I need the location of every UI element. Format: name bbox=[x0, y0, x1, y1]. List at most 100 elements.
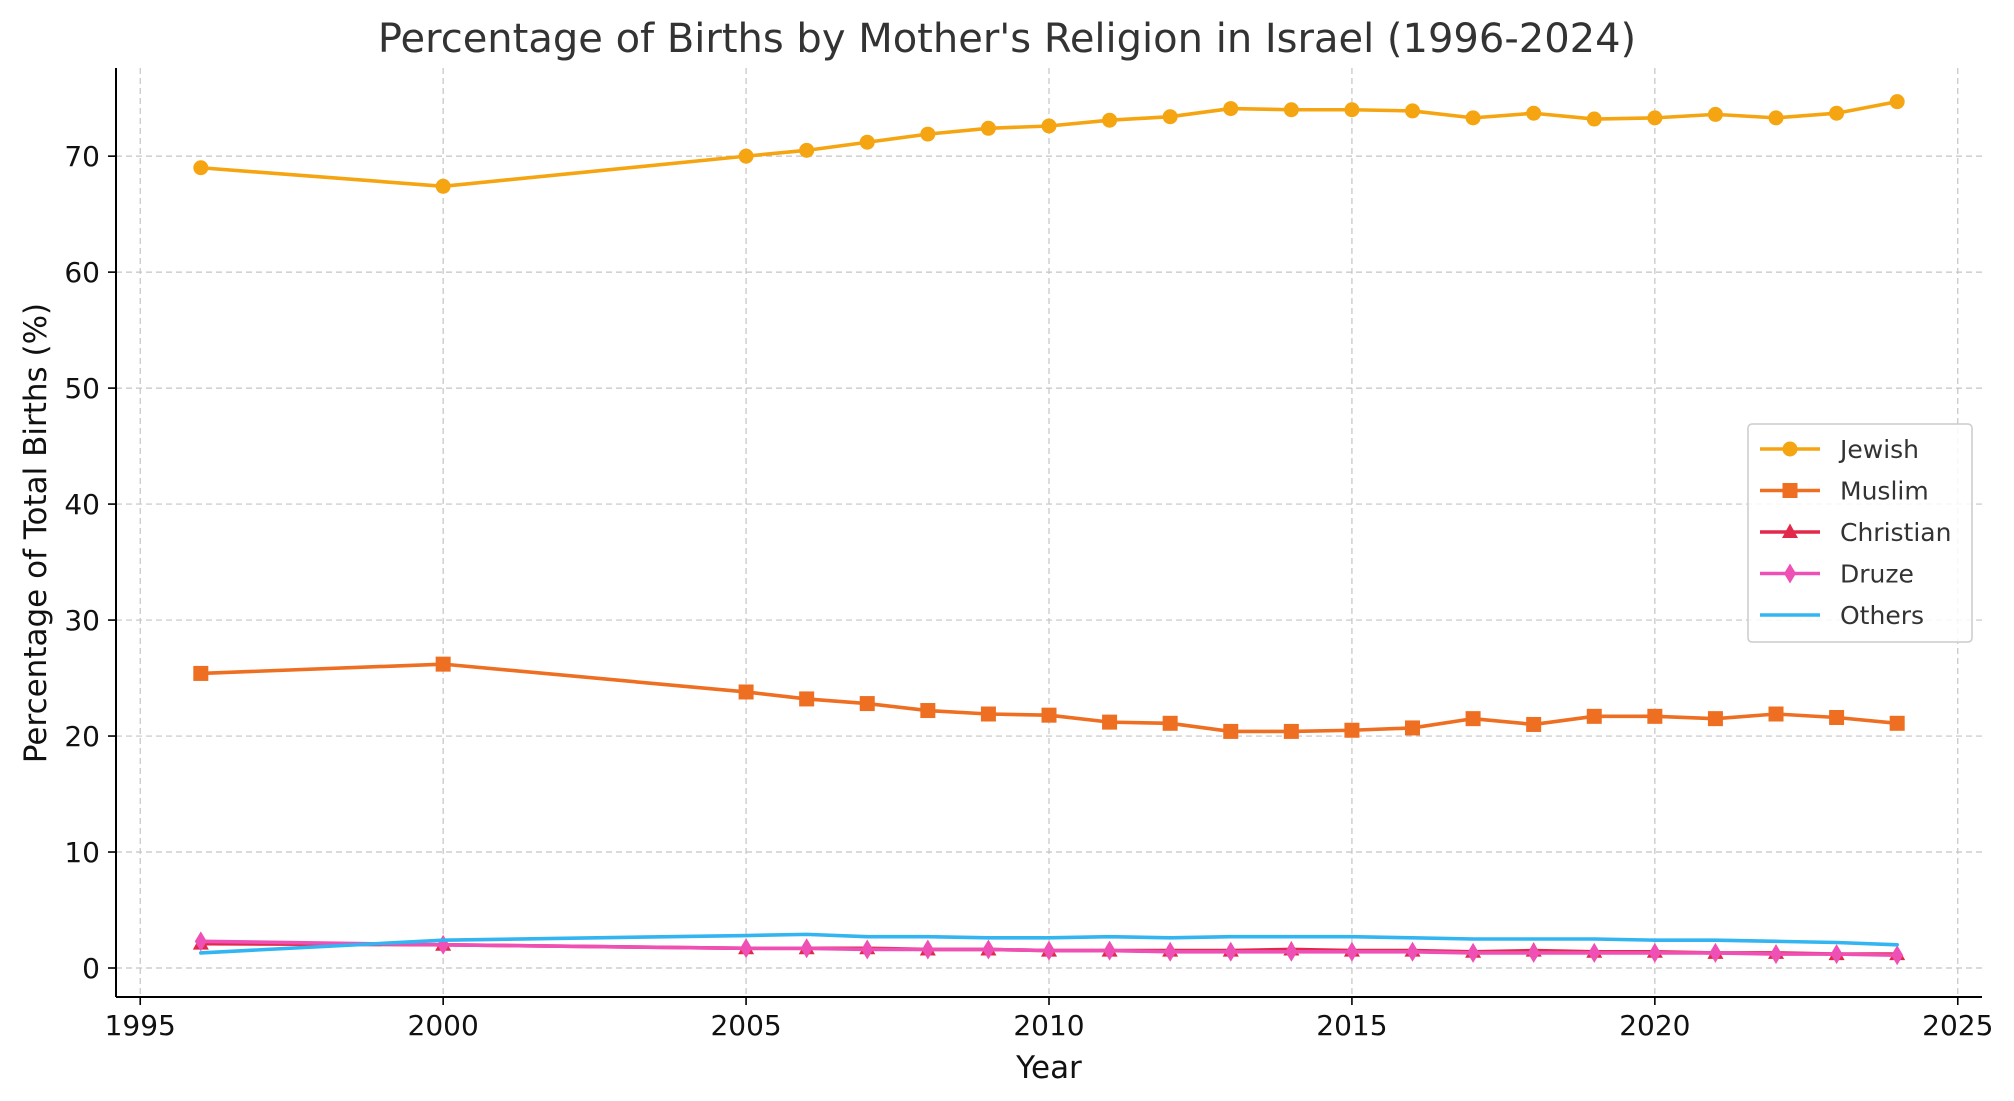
muslim-point-2021 bbox=[1707, 711, 1723, 727]
muslim-point-2023 bbox=[1829, 709, 1845, 725]
jewish-point-2020 bbox=[1647, 110, 1663, 126]
muslim-point-2013 bbox=[1223, 723, 1239, 739]
legend-item-christian: Christian bbox=[1760, 518, 1951, 547]
jewish-point-2016 bbox=[1405, 103, 1421, 119]
x-tick-label-2020: 2020 bbox=[1619, 1009, 1690, 1042]
muslim-point-2007 bbox=[859, 696, 875, 712]
jewish-point-2014 bbox=[1283, 102, 1299, 118]
muslim-point-2000 bbox=[435, 656, 451, 672]
jewish-line bbox=[199, 99, 1899, 189]
legend-marker-jewish bbox=[1782, 441, 1798, 457]
jewish-point-2024 bbox=[1889, 94, 1905, 110]
series-jewish bbox=[193, 94, 1905, 194]
series-muslim bbox=[193, 656, 1905, 739]
muslim-point-2005 bbox=[738, 684, 754, 700]
druze-point-2008 bbox=[921, 939, 934, 960]
y-tick-label-10: 10 bbox=[64, 836, 100, 869]
muslim-point-2009 bbox=[980, 706, 996, 722]
druze-point-2007 bbox=[861, 939, 874, 960]
muslim-point-2008 bbox=[920, 703, 936, 719]
druze-point-2017 bbox=[1467, 942, 1480, 963]
muslim-point-2017 bbox=[1465, 711, 1481, 727]
jewish-point-2018 bbox=[1526, 105, 1542, 121]
others-line bbox=[199, 932, 1899, 955]
muslim-point-2020 bbox=[1647, 708, 1663, 724]
muslim-point-2011 bbox=[1102, 714, 1118, 730]
jewish-point-2005 bbox=[738, 148, 754, 164]
muslim-point-2024 bbox=[1889, 715, 1905, 731]
chart-title: Percentage of Births by Mother's Religio… bbox=[378, 16, 1636, 62]
legend-label-druze: Druze bbox=[1840, 560, 1914, 589]
druze-point-2018 bbox=[1527, 942, 1540, 963]
y-tick-label-20: 20 bbox=[64, 720, 100, 753]
druze-point-2022 bbox=[1770, 944, 1783, 965]
legend-item-jewish: Jewish bbox=[1760, 435, 1919, 464]
legend-item-druze: Druze bbox=[1760, 560, 1914, 589]
jewish-point-2015 bbox=[1344, 102, 1360, 118]
druze-point-2020 bbox=[1648, 942, 1661, 963]
druze-point-1996 bbox=[194, 931, 207, 952]
legend-marker-druze bbox=[1784, 563, 1796, 584]
jewish-point-2012 bbox=[1162, 109, 1178, 125]
legend-marker-christian bbox=[1782, 523, 1798, 538]
jewish-point-2008 bbox=[920, 126, 936, 142]
axes: 1995 2000 2005 2010 2015 2020 2025 0 10 20 30 40 50 6… bbox=[64, 68, 1993, 1042]
jewish-point-2010 bbox=[1041, 118, 1057, 134]
muslim-point-2018 bbox=[1526, 716, 1542, 732]
legend-label-jewish: Jewish bbox=[1838, 435, 1919, 464]
x-tick-label-2005: 2005 bbox=[710, 1009, 781, 1042]
y-tick-label-0: 0 bbox=[82, 952, 100, 985]
x-tick-label-2015: 2015 bbox=[1316, 1009, 1387, 1042]
series-others bbox=[199, 932, 1899, 955]
legend-label-others: Others bbox=[1840, 601, 1924, 630]
y-tick-label-50: 50 bbox=[64, 372, 100, 405]
muslim-line bbox=[199, 662, 1899, 734]
jewish-point-2013 bbox=[1223, 101, 1239, 117]
druze-line bbox=[199, 939, 1899, 958]
legend-item-muslim: Muslim bbox=[1760, 477, 1929, 506]
druze-point-2006 bbox=[800, 938, 813, 959]
series-druze bbox=[194, 931, 1904, 966]
y-tick-label-60: 60 bbox=[64, 256, 100, 289]
legend-marker-muslim bbox=[1782, 483, 1798, 498]
jewish-point-2000 bbox=[435, 178, 451, 194]
y-axis-label: Percentage of Total Births (%) bbox=[18, 303, 54, 763]
jewish-point-2017 bbox=[1465, 110, 1481, 126]
plot-series bbox=[192, 94, 1906, 966]
druze-point-2013 bbox=[1224, 941, 1237, 962]
druze-point-2024 bbox=[1891, 945, 1904, 966]
jewish-point-2006 bbox=[799, 142, 815, 158]
legend-item-others: Others bbox=[1760, 601, 1924, 630]
muslim-point-2016 bbox=[1405, 720, 1421, 736]
druze-point-2009 bbox=[982, 939, 995, 960]
muslim-point-2010 bbox=[1041, 707, 1057, 723]
druze-point-2014 bbox=[1285, 941, 1298, 962]
muslim-point-2015 bbox=[1344, 722, 1360, 738]
muslim-point-2014 bbox=[1283, 723, 1299, 739]
muslim-point-1996 bbox=[193, 665, 209, 681]
muslim-point-2012 bbox=[1162, 715, 1178, 731]
druze-point-2012 bbox=[1164, 941, 1177, 962]
druze-point-2023 bbox=[1830, 944, 1843, 965]
druze-point-2019 bbox=[1588, 942, 1601, 963]
legend-box bbox=[1747, 423, 1973, 643]
x-tick-label-2000: 2000 bbox=[408, 1009, 479, 1042]
jewish-point-2019 bbox=[1586, 111, 1602, 127]
jewish-point-2009 bbox=[980, 120, 996, 136]
jewish-point-1996 bbox=[193, 160, 209, 176]
jewish-point-2021 bbox=[1707, 106, 1723, 122]
muslim-point-2006 bbox=[799, 691, 815, 707]
druze-point-2005 bbox=[740, 938, 753, 959]
x-axis-label: Year bbox=[1015, 1050, 1082, 1086]
jewish-point-2022 bbox=[1768, 110, 1784, 126]
x-tick-label-1995: 1995 bbox=[105, 1009, 176, 1042]
druze-point-2021 bbox=[1709, 942, 1722, 963]
grid-lines bbox=[116, 68, 1982, 997]
jewish-point-2023 bbox=[1829, 105, 1845, 121]
legend: Jewish Muslim Christian Druze Others bbox=[1747, 423, 1973, 643]
druze-point-2016 bbox=[1406, 941, 1419, 962]
druze-point-2011 bbox=[1103, 940, 1116, 961]
muslim-point-2019 bbox=[1586, 708, 1602, 724]
